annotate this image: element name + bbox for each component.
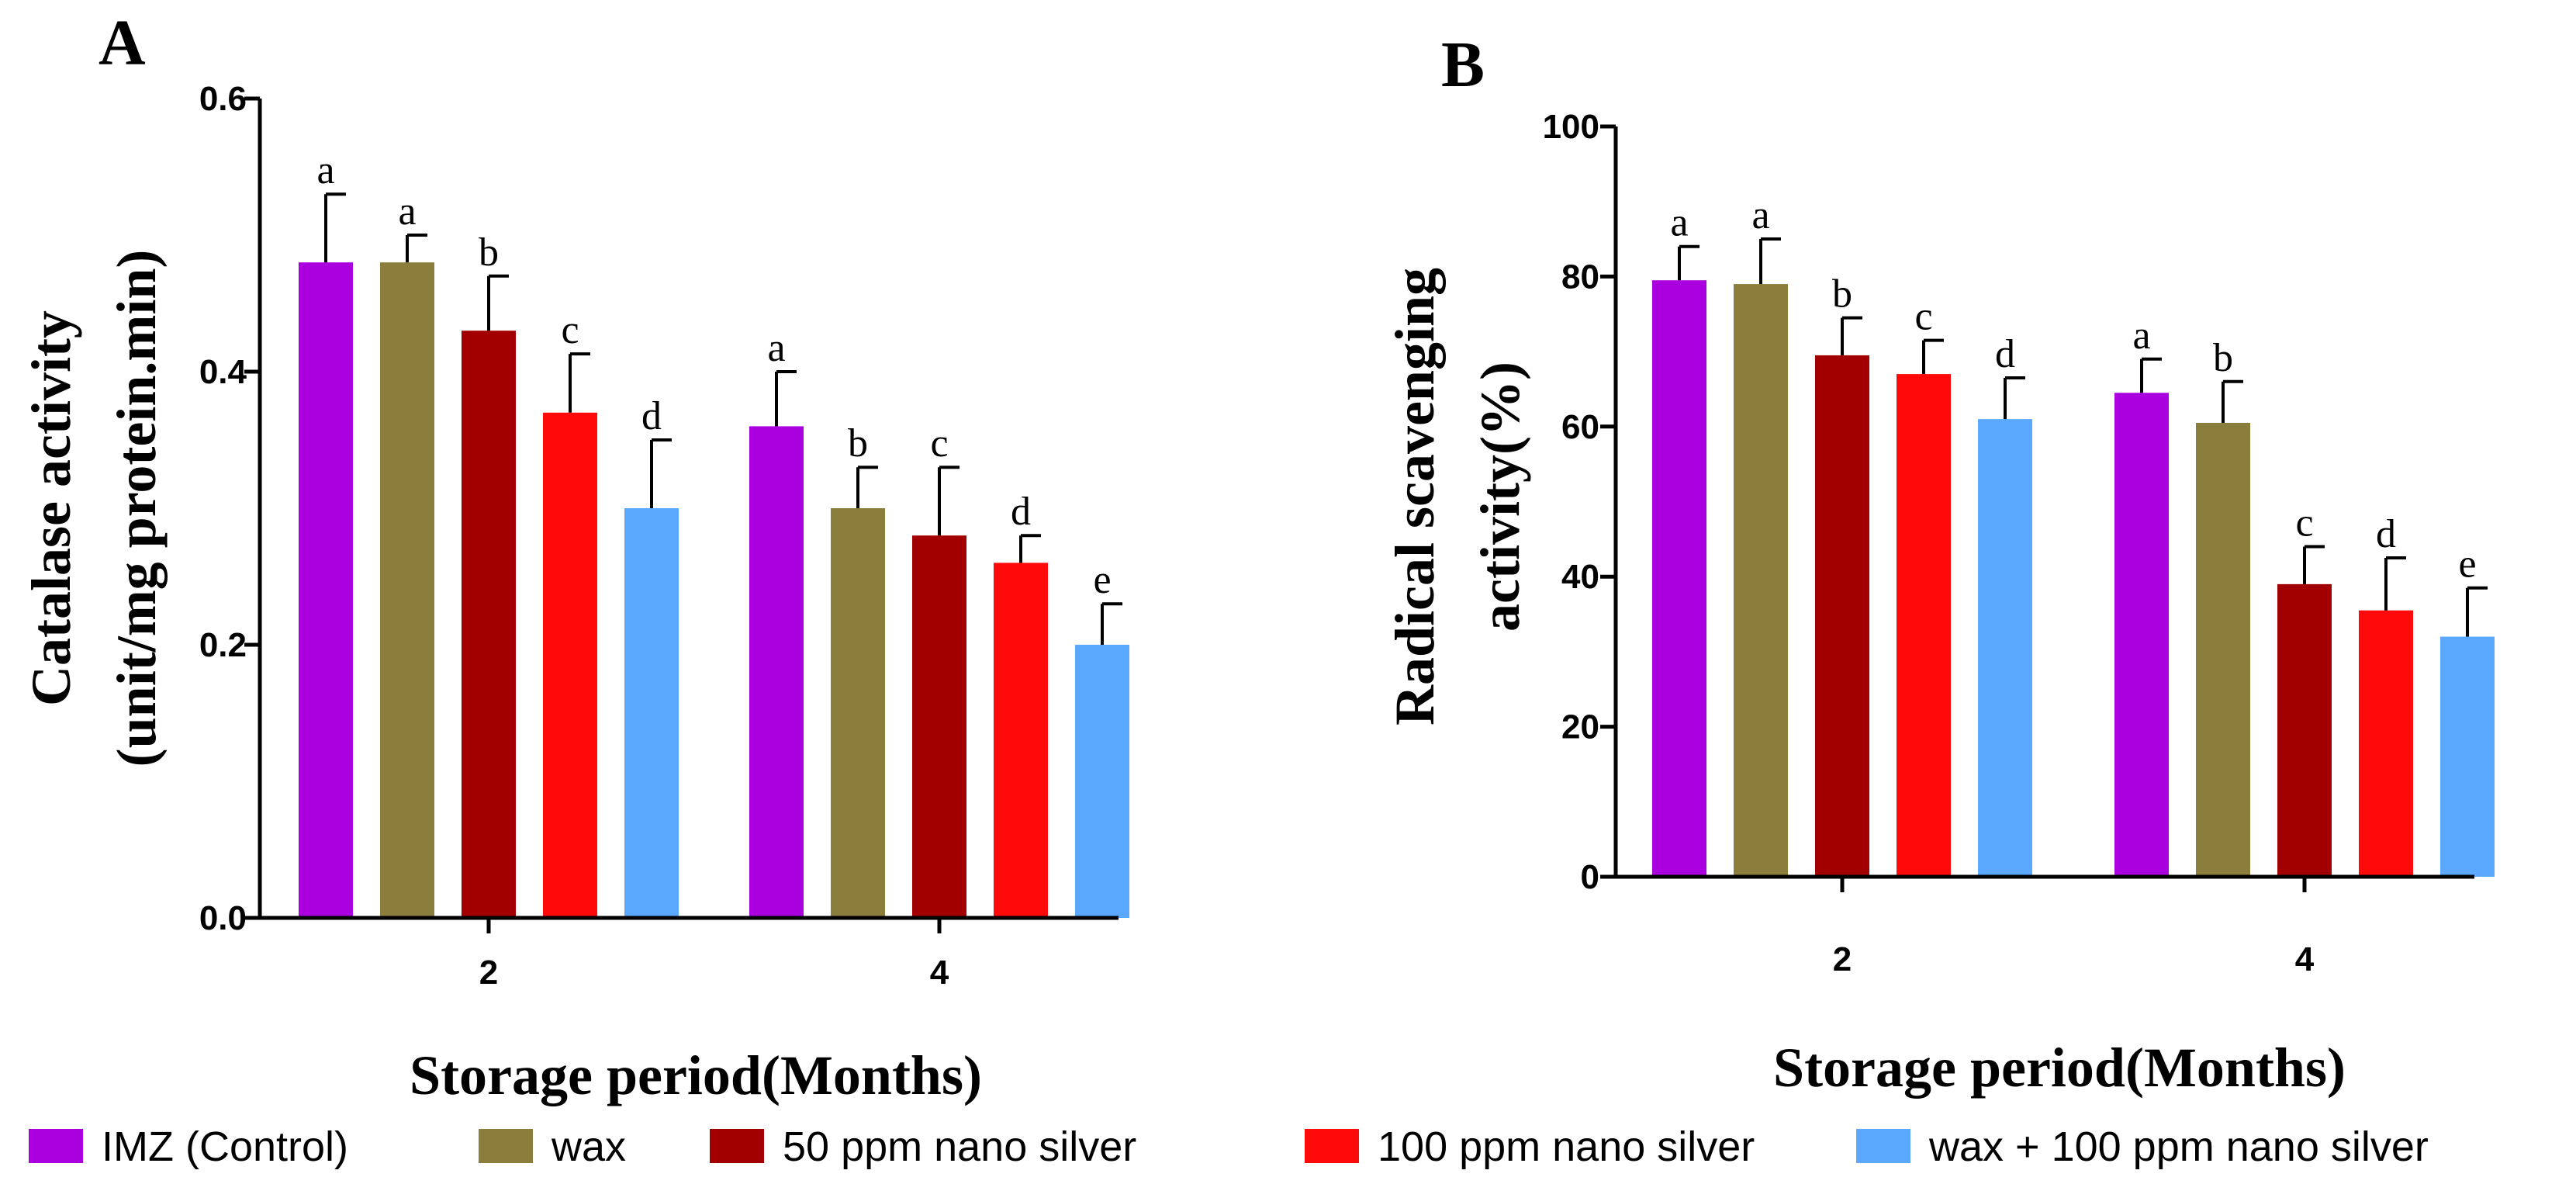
y-axis-title-line: Catalase activity <box>20 310 82 706</box>
legend-label: 50 ppm nano silver <box>783 1123 1136 1170</box>
bar <box>1978 419 2032 877</box>
significance-letter: b <box>1832 272 1852 317</box>
y-tick-label: 100 <box>1543 108 1599 146</box>
bar <box>462 331 516 918</box>
y-tick-label: 40 <box>1561 558 1599 596</box>
bar <box>1815 355 1869 877</box>
bar <box>2440 636 2495 877</box>
significance-letter: d <box>2376 512 2396 556</box>
legend: IMZ (Control) wax 50 ppm nano silver 100 pp… <box>29 1123 2429 1170</box>
significance-letter: b <box>479 230 499 275</box>
significance-letter: d <box>1011 490 1031 534</box>
x-tick-label: 4 <box>930 954 949 992</box>
bar <box>299 262 353 918</box>
x-tick-label: 2 <box>1833 940 1852 978</box>
bar <box>749 426 804 918</box>
y-tick-label: 0.6 <box>199 80 247 118</box>
panel-a: A a a a b b c c d d e 0.0 0.2 0.4 0.6 2 4 Storage period… <box>20 7 1129 1106</box>
significance-letter: d <box>641 394 662 438</box>
significance-letter: e <box>1093 558 1111 602</box>
legend-label: 100 ppm nano silver <box>1378 1123 1755 1170</box>
x-axis-title: Storage period(Months) <box>1773 1037 2346 1099</box>
bar <box>543 412 597 918</box>
bar <box>1075 645 1129 918</box>
panel-a-letter: A <box>99 7 146 79</box>
significance-letter: c <box>2295 501 2313 545</box>
legend-label: IMZ (Control) <box>102 1123 348 1170</box>
legend-swatch <box>710 1129 764 1163</box>
y-tick-label: 0.4 <box>199 353 247 391</box>
y-axis-title-line: Radical scavenging <box>1384 268 1446 725</box>
bar <box>2277 583 2332 877</box>
legend-swatch <box>29 1129 83 1163</box>
y-tick-label: 0.2 <box>199 626 247 664</box>
bar <box>2196 422 2250 877</box>
significance-letter: b <box>848 421 868 466</box>
significance-letter: e <box>2458 542 2476 587</box>
bar <box>1652 280 1706 877</box>
y-axis-title-line: activity(%) <box>1469 362 1531 632</box>
y-tick-label: 0.0 <box>199 899 247 937</box>
y-tick-label: 20 <box>1561 708 1599 746</box>
significance-letter: a <box>398 189 416 234</box>
y-tick-label: 0 <box>1581 858 1599 896</box>
significance-letter: d <box>1995 332 2015 376</box>
significance-letter: a <box>316 148 334 192</box>
legend-swatch <box>479 1129 533 1163</box>
bar <box>1897 374 1951 877</box>
bar <box>624 508 679 918</box>
legend-swatch <box>1305 1129 1359 1163</box>
significance-letter: a <box>1670 201 1688 245</box>
significance-letter: b <box>2213 336 2233 380</box>
x-tick-label: 4 <box>2295 940 2315 978</box>
significance-letter: a <box>1751 193 1769 237</box>
y-axis-title-line: (unit/mg protein.min) <box>105 250 168 767</box>
significance-letter: a <box>2132 313 2150 358</box>
significance-letter: c <box>561 308 579 352</box>
panel-b: B a a a b b c c d d e 0 20 40 60 80 100 2 4 Storage period… <box>1384 29 2495 1099</box>
bar <box>2114 393 2169 877</box>
plot-a: a a a b b c c d d e 0.0 0.2 0.4 0.6 2 4 Storage period(M… <box>20 80 1129 1106</box>
x-tick-label: 2 <box>479 954 498 992</box>
x-axis-title: Storage period(Months) <box>410 1044 982 1106</box>
y-tick-label: 60 <box>1561 408 1599 446</box>
plot-b: a a a b b c c d d e 0 20 40 60 80 100 2 4 Storage period(M… <box>1384 108 2495 1099</box>
legend-label: wax <box>551 1123 626 1170</box>
bar <box>1734 284 1788 877</box>
bar <box>380 262 434 918</box>
bar <box>994 563 1048 918</box>
significance-letter: c <box>1914 295 1932 339</box>
bar <box>831 508 885 918</box>
bar <box>2359 610 2413 877</box>
legend-label: wax + 100 ppm nano silver <box>1928 1123 2429 1170</box>
panel-b-letter: B <box>1441 29 1485 101</box>
legend-swatch <box>1856 1129 1910 1163</box>
significance-letter: c <box>930 421 948 466</box>
bar <box>912 535 966 918</box>
y-tick-label: 80 <box>1561 258 1599 296</box>
significance-letter: a <box>767 326 785 370</box>
